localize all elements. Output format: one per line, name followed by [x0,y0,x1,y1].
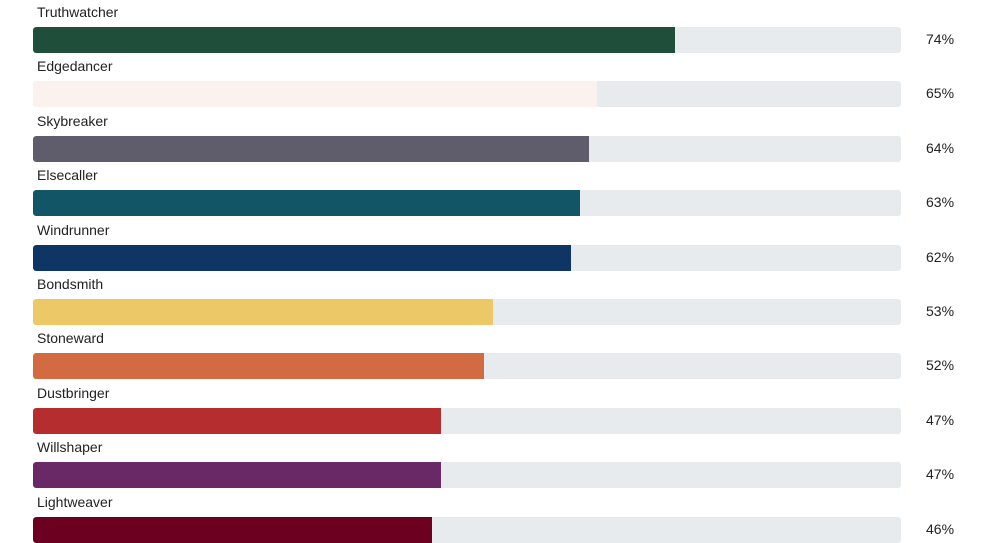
bar [33,516,433,543]
bar-track [33,462,901,489]
bar-row: Elsecaller 63% [0,165,1000,219]
bar-track [33,516,901,543]
bar-row: Willshaper 47% [0,437,1000,491]
bar-track [33,407,901,434]
bar-row: Windrunner 62% [0,220,1000,274]
bar-track [33,299,901,325]
value-label: 62% [926,248,955,265]
bar-row: Skybreaker 64% [0,111,1000,165]
bar-track [33,81,901,108]
bar [33,407,441,434]
bar [33,135,589,162]
bar-row: Bondsmith 53% [0,274,1000,328]
bar [33,244,572,271]
bar [33,27,676,53]
bar-track [33,135,901,162]
value-label: 47% [926,411,955,428]
value-label: 63% [926,194,955,211]
bar-track [33,27,901,53]
bar-track [33,244,901,271]
category-label: Bondsmith [37,276,104,292]
bar [33,299,494,325]
bar [33,190,580,217]
category-label: Willshaper [37,439,103,456]
bar-row: Lightweaver 46% [0,492,1000,543]
value-label: 52% [926,357,955,374]
bar [33,462,441,489]
bar-track [33,190,901,217]
bar [33,81,598,108]
category-label: Dustbringer [37,384,110,401]
category-label: Edgedancer [37,58,113,75]
bar-row: Stoneward 52% [0,328,1000,382]
category-label: Elsecaller [37,167,98,184]
category-label: Windrunner [37,221,110,238]
value-label: 74% [926,31,955,47]
value-label: 53% [926,303,955,319]
bar-row: Truthwatcher 74% [0,2,1000,56]
value-label: 46% [926,520,955,537]
category-label: Stoneward [37,330,104,347]
category-label: Truthwatcher [37,4,119,20]
bar-row: Edgedancer 65% [0,56,1000,110]
value-label: 65% [926,85,955,102]
value-label: 47% [926,466,955,483]
category-label: Skybreaker [37,112,108,129]
category-label: Lightweaver [37,493,113,510]
bar-row: Dustbringer 47% [0,383,1000,437]
bar-track [33,353,901,380]
value-label: 64% [926,139,955,156]
bar [33,353,485,380]
